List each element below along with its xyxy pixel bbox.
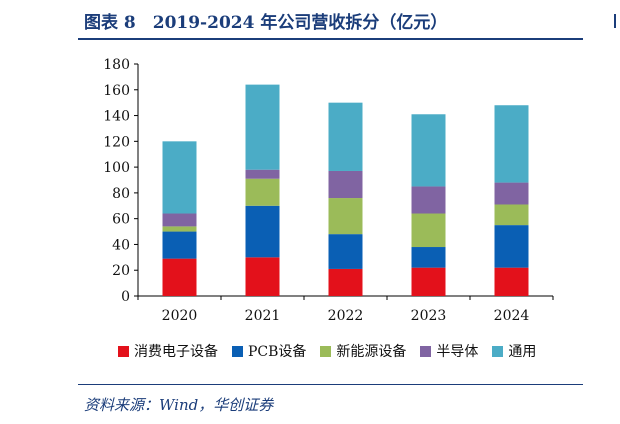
y-tick-label: 80 [112, 186, 130, 202]
bar-segment-2021 [245, 84, 280, 170]
bar-segment-2020 [162, 231, 197, 259]
bar-segment-2021 [245, 205, 280, 258]
source-note: 资料来源：Wind，华创证券 [84, 396, 274, 414]
x-tick-label: 2023 [411, 308, 447, 324]
legend-swatch [118, 345, 129, 357]
bar-segment-2021 [245, 257, 280, 296]
stacked-bar-chart: 0 20 40 60 80 100 120 140 160 180 2020 2021 2022 2023… [103, 57, 554, 324]
bar-segment-2022 [328, 234, 363, 269]
bar-segment-2022 [328, 198, 363, 235]
legend-label: PCB设备 [248, 344, 307, 360]
legend-swatch [420, 345, 432, 357]
bar-segment-2020 [162, 141, 197, 214]
bar-segment-2023 [411, 186, 446, 214]
bar-segment-2020 [162, 213, 197, 227]
legend-label: 消费电子设备 [134, 344, 218, 360]
title-rule [78, 38, 583, 40]
legend-label: 通用 [508, 344, 537, 360]
legend-swatch [232, 345, 243, 357]
legend-swatch [492, 345, 504, 357]
x-tick-label: 2024 [494, 308, 530, 324]
y-tick-label: 120 [103, 134, 130, 150]
bar-segment-2024 [494, 182, 529, 205]
y-tick-label: 0 [121, 289, 130, 305]
x-tick-label: 2021 [245, 308, 281, 324]
footer-rule [78, 384, 583, 385]
bar-segment-2020 [162, 226, 197, 232]
legend-item: 新能源设备 [320, 341, 406, 361]
edge-mark-top [614, 14, 616, 28]
y-tick-label: 60 [112, 212, 130, 228]
legend-item: 消费电子设备 [118, 341, 218, 361]
y-tick-label: 20 [112, 263, 130, 279]
y-tick-label: 100 [103, 160, 130, 176]
bar-segment-2020 [162, 258, 197, 296]
legend-item: PCB设备 [232, 341, 306, 361]
y-tick-label: 160 [103, 83, 130, 99]
y-tick-label: 40 [112, 237, 130, 253]
bar-segment-2023 [411, 114, 446, 187]
legend-label: 新能源设备 [336, 344, 407, 360]
bar-segment-2024 [494, 204, 529, 226]
bar-segment-2021 [245, 178, 280, 206]
bar-segment-2024 [494, 267, 529, 296]
bar-segment-2023 [411, 213, 446, 248]
bar-segment-2024 [494, 225, 529, 268]
x-tick-label: 2020 [162, 308, 198, 324]
legend-swatch [320, 345, 332, 357]
bar-segment-2021 [245, 169, 280, 179]
chart-legend: 消费电子设备 PCB设备 新能源设备 半导体 通用 [118, 341, 536, 361]
figure-title: 图表 8 2019-2024 年公司营收拆分（亿元） [84, 13, 448, 33]
y-tick-label: 140 [103, 109, 130, 125]
bar-segment-2022 [328, 268, 363, 296]
bar-segment-2023 [411, 267, 446, 296]
legend-label: 半导体 [436, 344, 479, 360]
y-tick-label: 180 [103, 57, 130, 73]
legend-item: 半导体 [420, 341, 478, 361]
bar-segment-2022 [328, 170, 363, 199]
legend-item: 通用 [492, 341, 536, 361]
bar-segment-2023 [411, 247, 446, 268]
bar-segment-2022 [328, 102, 363, 171]
x-tick-label: 2022 [328, 308, 364, 324]
bar-segment-2024 [494, 105, 529, 183]
